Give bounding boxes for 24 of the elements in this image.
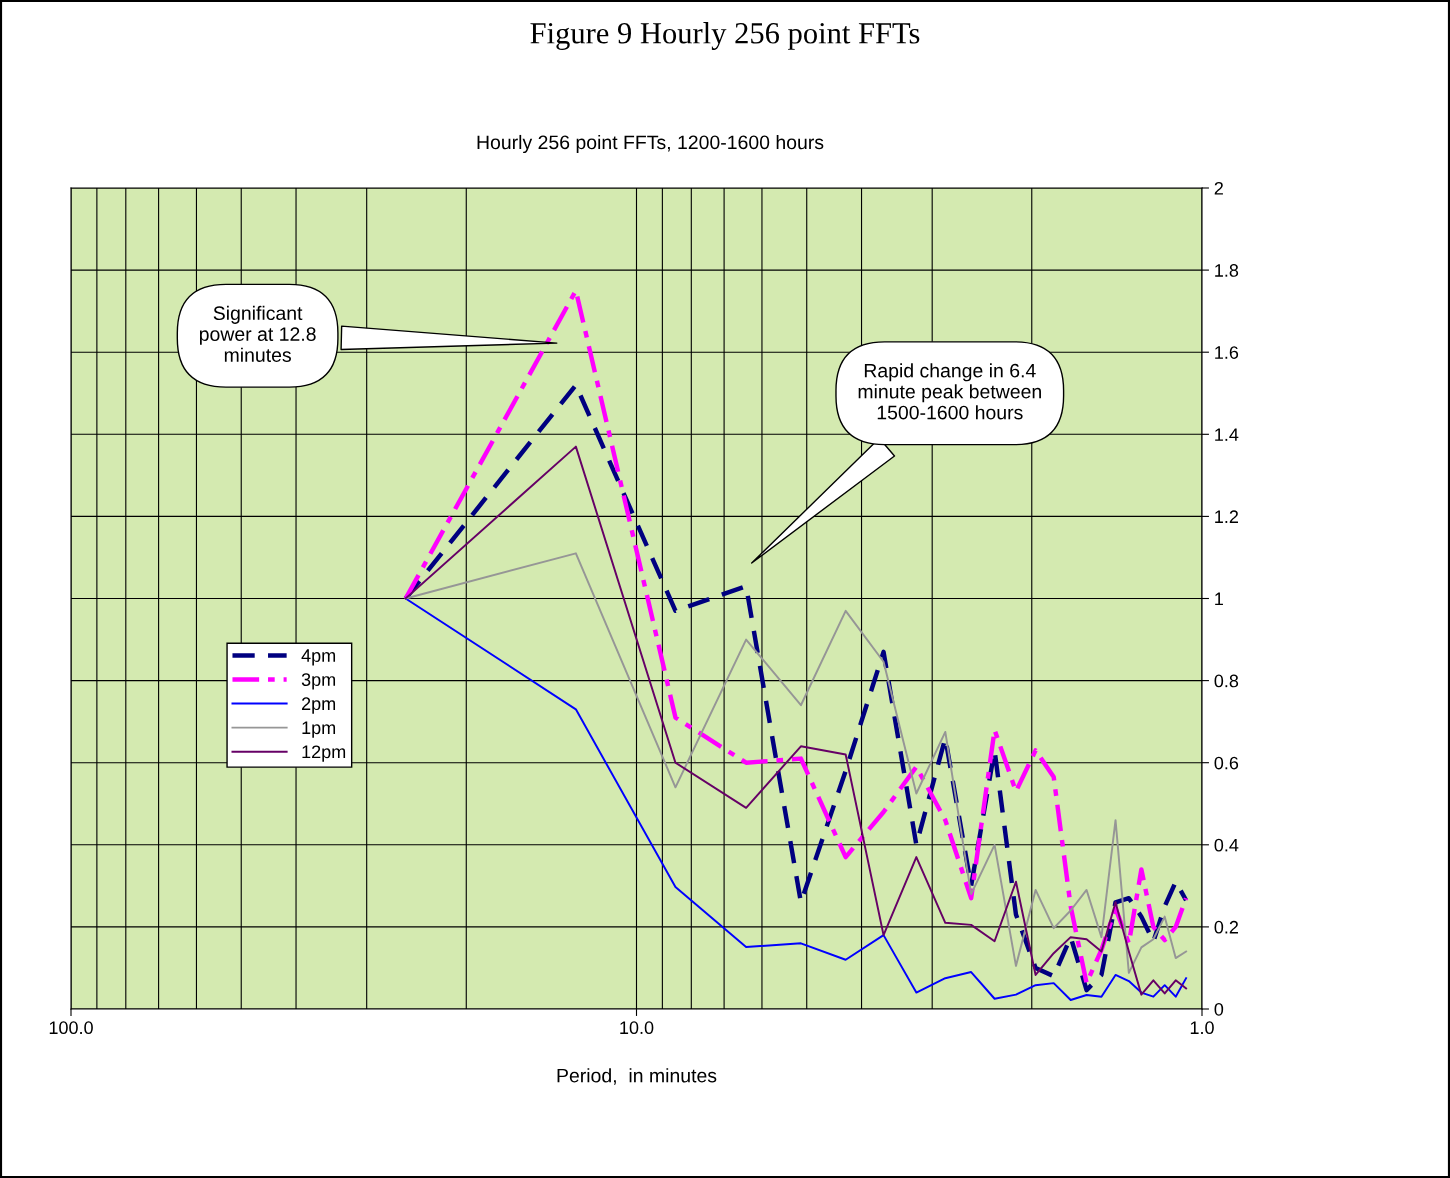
- y-tick-label: 0.4: [1214, 838, 1239, 852]
- legend-label: 3pm: [301, 673, 336, 690]
- y-tick-label: 1.6: [1215, 346, 1239, 359]
- legend-label: 4pm: [301, 649, 336, 666]
- legend-label: 2pm: [301, 697, 336, 714]
- y-tick-label: 1.8: [1215, 264, 1239, 277]
- annotation: Significant power at 12.8 minutes: [199, 305, 316, 362]
- chart-title: Figure 9 Hourly 256 point FFTs: [530, 22, 920, 50]
- y-tick-label: 1.2: [1215, 510, 1238, 523]
- x-tick-label: 100.0: [49, 1021, 93, 1035]
- y-tick-label: 1.4: [1215, 428, 1239, 441]
- y-tick-label: 0.6: [1214, 756, 1239, 770]
- y-tick-label: 1: [1215, 592, 1223, 606]
- x-tick-label: 1.0: [1190, 1021, 1214, 1035]
- legend-label: 1pm: [302, 721, 336, 738]
- y-tick-label: 0.8: [1214, 674, 1239, 688]
- x-axis-title: Period, in minutes: [557, 1068, 717, 1085]
- legend-label: 12pm: [302, 745, 346, 762]
- y-tick-label: 0: [1214, 1002, 1224, 1016]
- chart-subtitle: Hourly 256 point FFTs, 1200-1600 hours: [477, 134, 824, 154]
- annotation: Rapid change in 6.4 minute peak between 1500-1600 hours: [858, 363, 1041, 420]
- y-tick-label: 2: [1214, 181, 1223, 195]
- y-tick-label: 0.2: [1214, 920, 1238, 934]
- x-tick-label: 10.0: [620, 1021, 654, 1035]
